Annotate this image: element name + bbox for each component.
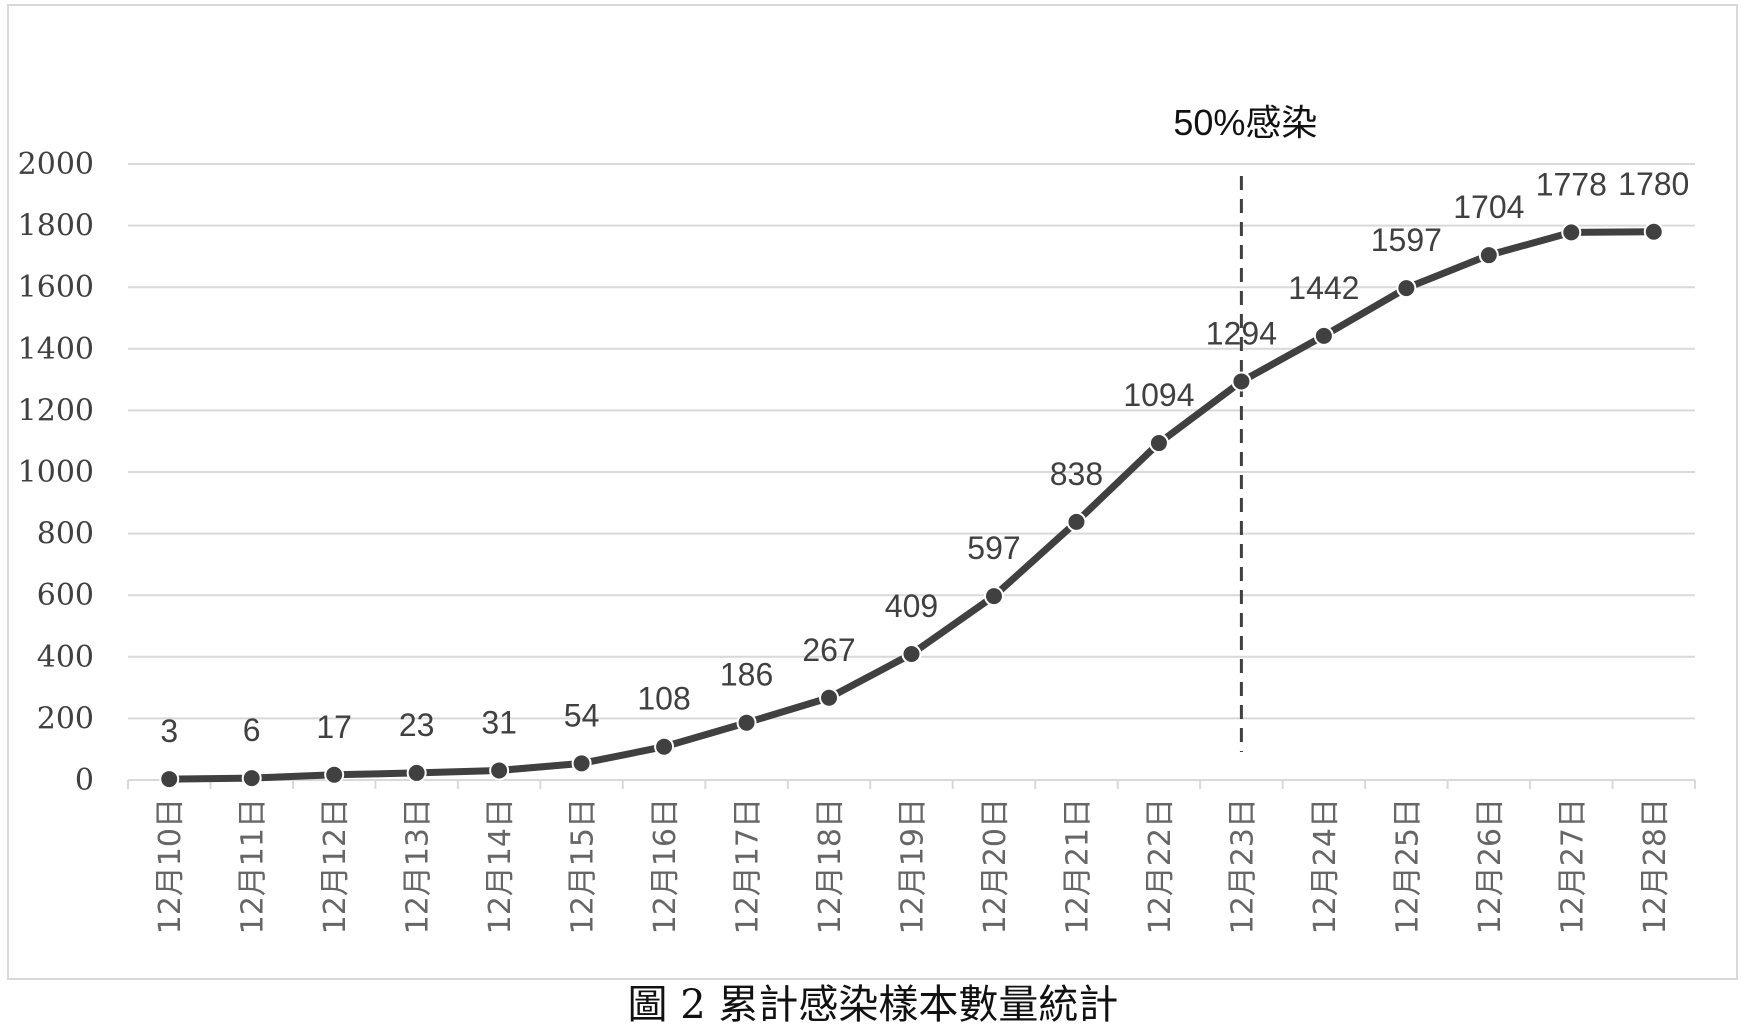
x-axis-tick-labels: 12月10日 12月11日 12月12日 12月13日 12月14日 12月15日 12月1… xyxy=(153,798,1673,934)
data-points xyxy=(159,221,1664,790)
x-tick-label: 12月23日 xyxy=(1225,798,1260,934)
x-tick-label: 12月10日 xyxy=(153,798,188,934)
x-tick-label: 12月20日 xyxy=(978,798,1013,934)
data-point xyxy=(1231,371,1252,392)
data-point xyxy=(571,753,592,774)
data-label: 6 xyxy=(243,712,261,748)
data-label: 1442 xyxy=(1288,270,1359,306)
data-point xyxy=(1643,221,1664,242)
x-tick-label: 12月22日 xyxy=(1143,798,1178,934)
data-label: 1294 xyxy=(1206,315,1277,351)
x-tick-label: 12月21日 xyxy=(1060,798,1095,934)
data-label: 23 xyxy=(399,707,435,743)
data-point xyxy=(1561,222,1582,243)
gridlines xyxy=(128,163,1695,720)
data-label: 186 xyxy=(720,657,773,693)
series-line xyxy=(165,228,1658,783)
annotation-label: 50%感染 xyxy=(1173,102,1317,143)
data-point xyxy=(406,762,427,783)
x-tick-label: 12月11日 xyxy=(236,798,271,934)
data-point xyxy=(324,764,345,785)
x-tick-label: 12月14日 xyxy=(483,798,518,934)
data-label: 54 xyxy=(564,697,600,733)
x-tick-label: 12月13日 xyxy=(401,798,436,934)
data-point xyxy=(241,768,262,789)
y-tick-label: 1000 xyxy=(18,455,94,490)
data-label: 1094 xyxy=(1123,377,1194,413)
data-point xyxy=(1313,325,1334,346)
data-point xyxy=(489,760,510,781)
x-tick-label: 12月28日 xyxy=(1638,798,1673,934)
y-tick-label: 1600 xyxy=(18,270,94,305)
x-axis xyxy=(127,779,1696,789)
x-tick-label: 12月24日 xyxy=(1308,798,1343,934)
data-point xyxy=(983,586,1004,607)
data-point xyxy=(1396,278,1417,299)
y-tick-label: 2000 xyxy=(18,147,94,182)
data-point xyxy=(1478,245,1499,266)
data-point xyxy=(159,769,180,790)
y-tick-label: 1400 xyxy=(18,332,94,367)
data-point xyxy=(1066,511,1087,532)
figure-caption: 圖 2 累計感染樣本數量統計 xyxy=(627,982,1119,1028)
data-label: 597 xyxy=(967,530,1020,566)
data-point xyxy=(901,644,922,665)
x-tick-label: 12月25日 xyxy=(1390,798,1425,934)
y-tick-label: 0 xyxy=(75,763,94,798)
cumulative-infection-line-chart: 0 200 400 600 800 1000 1200 1400 1600 1800 2000 12… xyxy=(18,102,1696,934)
x-tick-label: 12月17日 xyxy=(731,798,766,934)
data-label: 1778 xyxy=(1536,166,1607,202)
data-labels: 3 6 17 23 31 54 108 186 267 409 597 838 1094 1294 1442… xyxy=(160,166,1689,749)
data-label: 17 xyxy=(316,709,352,745)
data-point xyxy=(736,712,757,733)
y-tick-label: 600 xyxy=(37,578,94,613)
data-label: 1704 xyxy=(1453,189,1524,225)
data-label: 108 xyxy=(637,681,690,717)
x-tick-label: 12月16日 xyxy=(648,798,683,934)
data-label: 838 xyxy=(1050,456,1103,492)
chart-frame xyxy=(7,4,1738,980)
y-tick-label: 1800 xyxy=(18,209,94,244)
data-label: 267 xyxy=(802,632,855,668)
x-tick-label: 12月15日 xyxy=(566,798,601,934)
y-tick-label: 1200 xyxy=(18,393,94,428)
data-label: 1597 xyxy=(1371,222,1442,258)
annotation-50-percent: 50%感染 xyxy=(1173,102,1317,752)
y-tick-label: 800 xyxy=(37,517,94,552)
data-point xyxy=(654,736,675,757)
x-tick-label: 12月26日 xyxy=(1473,798,1508,934)
y-tick-label: 200 xyxy=(37,701,94,736)
x-tick-label: 12月18日 xyxy=(813,798,848,934)
x-tick-label: 12月12日 xyxy=(318,798,353,934)
y-tick-label: 400 xyxy=(37,640,94,675)
data-label: 31 xyxy=(481,704,517,740)
series-line-path xyxy=(165,228,1658,783)
y-axis-tick-labels: 0 200 400 600 800 1000 1200 1400 1600 1800 2000 xyxy=(18,147,94,798)
x-tick-label: 12月27日 xyxy=(1555,798,1590,934)
x-tick-label: 12月19日 xyxy=(896,798,931,934)
data-label: 3 xyxy=(160,713,178,749)
data-label: 409 xyxy=(885,588,938,624)
data-label: 1780 xyxy=(1618,166,1689,202)
data-point xyxy=(1148,433,1169,454)
data-point xyxy=(819,687,840,708)
